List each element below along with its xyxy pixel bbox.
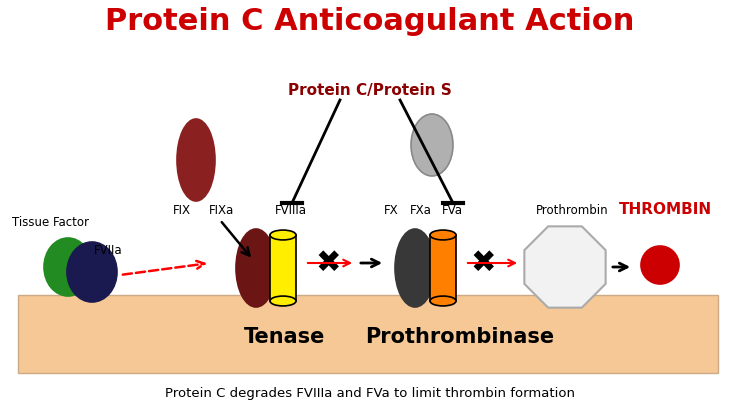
Text: Prothrombin: Prothrombin: [536, 203, 608, 217]
Text: ✖: ✖: [315, 249, 340, 278]
Text: FVIIIa: FVIIIa: [275, 203, 307, 217]
Text: Protein C Anticoagulant Action: Protein C Anticoagulant Action: [105, 7, 635, 37]
Bar: [430, 235, 456, 301]
Ellipse shape: [44, 238, 92, 296]
Text: FVa: FVa: [442, 203, 462, 217]
Text: FIXa: FIXa: [209, 203, 235, 217]
FancyBboxPatch shape: [18, 295, 718, 373]
Text: FX: FX: [383, 203, 398, 217]
Text: FXa: FXa: [410, 203, 432, 217]
Text: Protein C/Protein S: Protein C/Protein S: [288, 83, 452, 98]
Ellipse shape: [236, 229, 276, 307]
Ellipse shape: [67, 242, 117, 302]
Ellipse shape: [270, 230, 296, 240]
Text: Prothrombinase: Prothrombinase: [366, 327, 554, 347]
Text: ✖: ✖: [470, 249, 496, 278]
Polygon shape: [525, 226, 605, 308]
Ellipse shape: [177, 119, 215, 201]
Text: FIX: FIX: [173, 203, 191, 217]
Ellipse shape: [395, 229, 435, 307]
Text: FVIIa: FVIIa: [94, 244, 122, 256]
Text: THROMBIN: THROMBIN: [619, 203, 712, 217]
Ellipse shape: [270, 296, 296, 306]
Bar: [270, 235, 296, 301]
Text: Tissue Factor: Tissue Factor: [12, 217, 89, 229]
Ellipse shape: [641, 246, 679, 284]
Text: Protein C degrades FVIIIa and FVa to limit thrombin formation: Protein C degrades FVIIIa and FVa to lim…: [165, 386, 575, 400]
Ellipse shape: [430, 296, 456, 306]
Ellipse shape: [411, 114, 453, 176]
Text: Tenase: Tenase: [244, 327, 326, 347]
Ellipse shape: [430, 230, 456, 240]
